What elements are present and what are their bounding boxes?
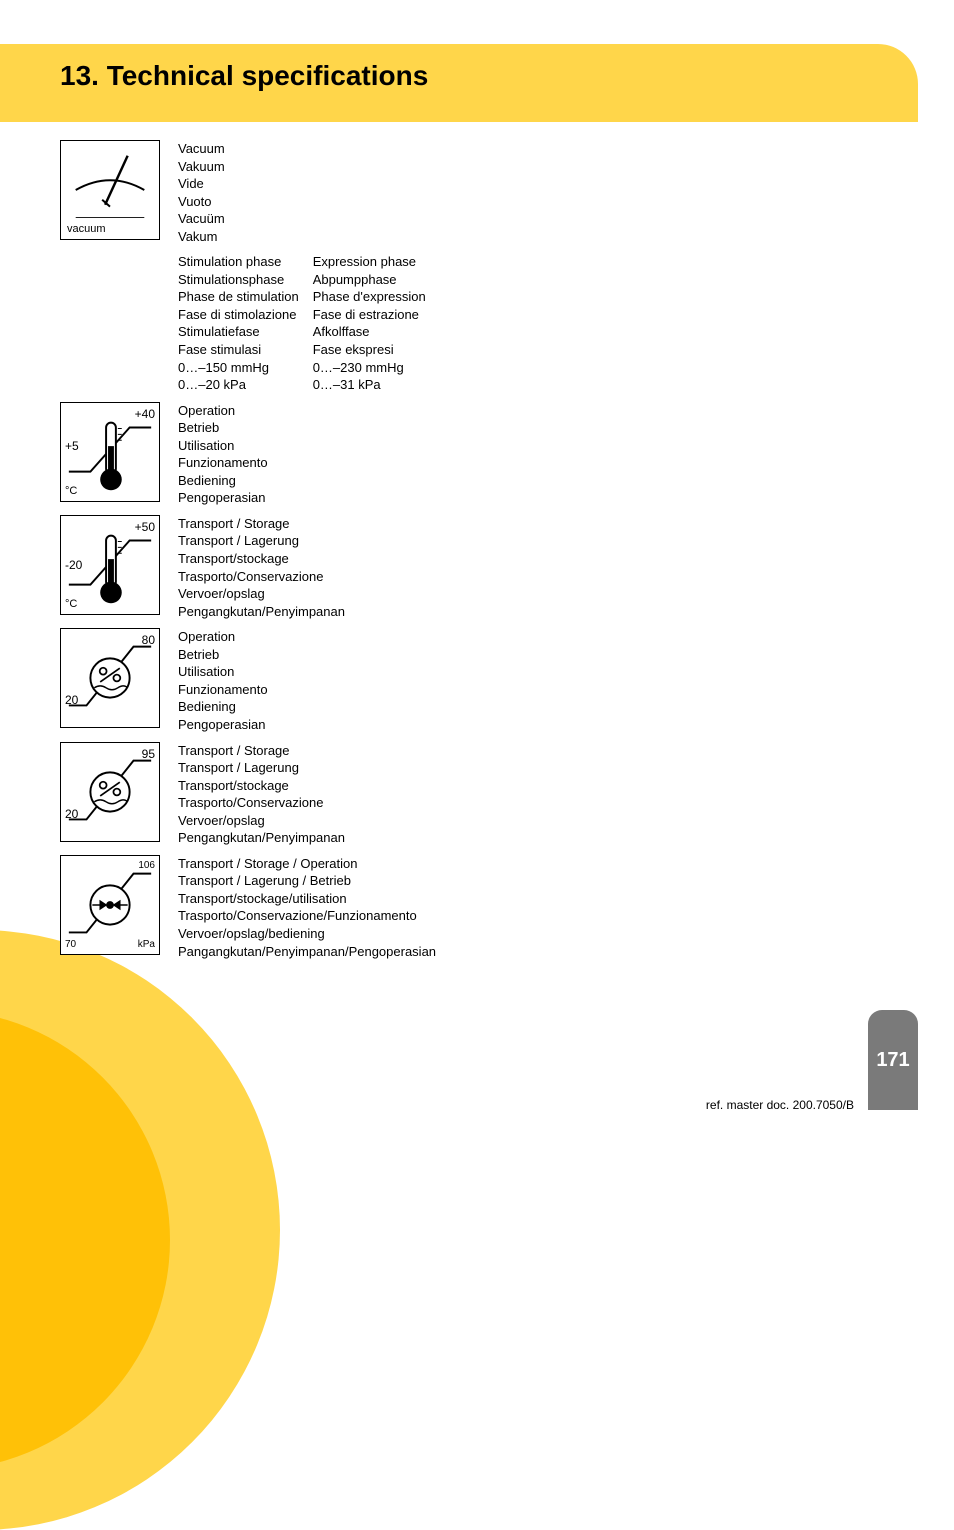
stimulation-col: Stimulation phase Stimulationsphase Phas… xyxy=(178,253,299,393)
temp-storage-text: Transport / Storage Transport / Lagerung… xyxy=(178,515,345,620)
thermometer-storage-icon: +50 -20 °C xyxy=(60,515,160,615)
row-temp-storage: +50 -20 °C Transport / Storage Transport… xyxy=(60,515,860,620)
humidity-operation-text: Operation Betrieb Utilisation Funzioname… xyxy=(178,628,268,733)
vacuum-icon-label: vacuum xyxy=(67,223,106,235)
pressure-icon: 106 70 kPa xyxy=(60,855,160,955)
footer-reference: ref. master doc. 200.7050/B xyxy=(706,1098,854,1112)
vacuum-text: Vacuum Vakuum Vide Vuoto Vacuüm Vakum xyxy=(178,140,225,245)
content-area: vacuum Vacuum Vakuum Vide Vuoto Vacuüm V… xyxy=(60,140,860,968)
page-number: 171 xyxy=(876,1049,909,1072)
row-vacuum: vacuum Vacuum Vakuum Vide Vuoto Vacuüm V… xyxy=(60,140,860,245)
humidity-storage-text: Transport / Storage Transport / Lagerung… xyxy=(178,742,345,847)
row-phases: Stimulation phase Stimulationsphase Phas… xyxy=(60,253,860,393)
row-pressure: 106 70 kPa Transport / Storage / Operati… xyxy=(60,855,860,960)
vacuum-icon: vacuum xyxy=(60,140,160,240)
row-humidity-storage: 95 20 Transport / Storage Transport / La… xyxy=(60,742,860,847)
row-temp-operation: +40 +5 °C Operation Betrieb Utilisation … xyxy=(60,402,860,507)
row-humidity-operation: 80 20 Operation Betrieb Utilisation Funz… xyxy=(60,628,860,733)
thermometer-operation-icon: +40 +5 °C xyxy=(60,402,160,502)
temp-operation-text: Operation Betrieb Utilisation Funzioname… xyxy=(178,402,268,507)
expression-col: Expression phase Abpumpphase Phase d'exp… xyxy=(313,253,426,393)
humidity-operation-icon: 80 20 xyxy=(60,628,160,728)
page-title: 13. Technical specifications xyxy=(60,60,428,92)
pressure-text: Transport / Storage / Operation Transpor… xyxy=(178,855,436,960)
humidity-storage-icon: 95 20 xyxy=(60,742,160,842)
page-number-tab: 171 xyxy=(868,1010,918,1110)
phases-columns: Stimulation phase Stimulationsphase Phas… xyxy=(178,253,426,393)
